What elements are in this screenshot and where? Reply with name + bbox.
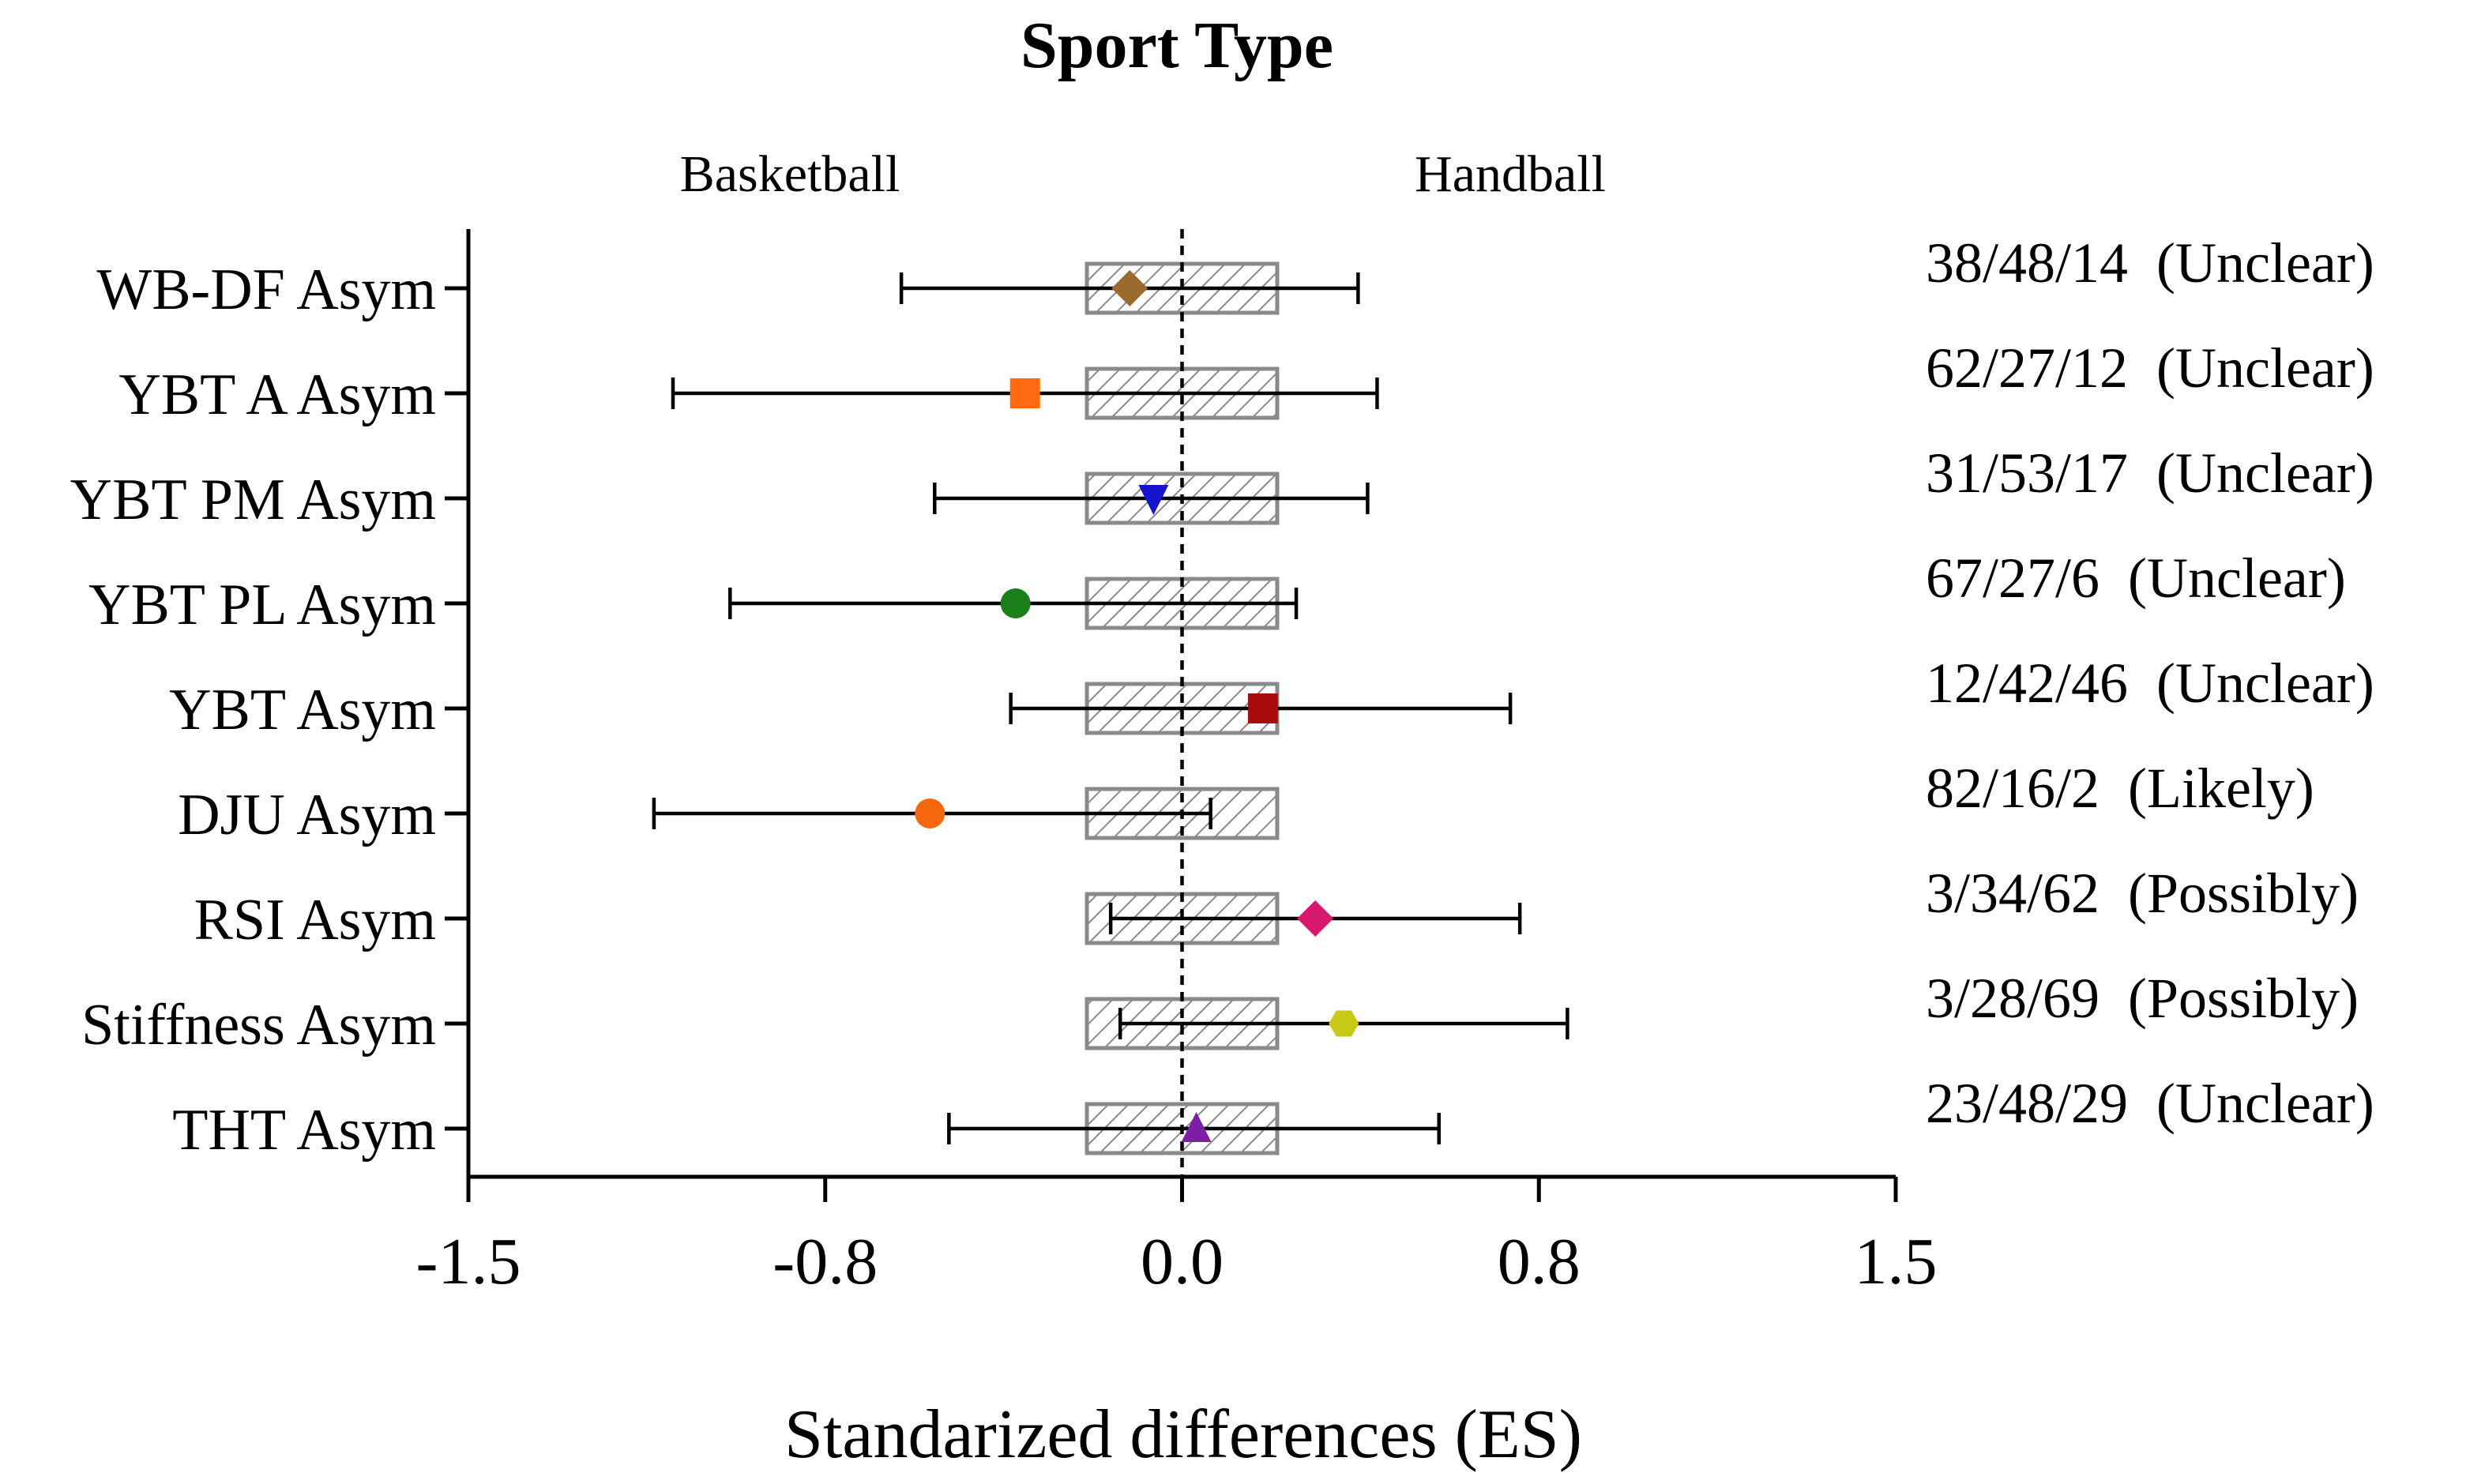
row-label: DJU Asym (178, 783, 436, 847)
probability-label: 31/53/17 (Unclear) (1926, 441, 2374, 505)
x-tick-label: -1.5 (416, 1225, 521, 1298)
probability-label-layer: 38/48/14 (Unclear) 62/27/12 (Unclear) 31/5… (1926, 231, 2374, 1135)
row-label: YBT Asym (169, 678, 436, 742)
probability-label: 12/42/46 (Unclear) (1926, 652, 2374, 715)
point-marker-triangle-up (1181, 1112, 1212, 1142)
axes-layer: -1.5 -0.8 0.0 0.8 1.5 (416, 229, 1938, 1298)
point-marker-hexagon (1329, 1010, 1359, 1037)
point-marker-diamond (1111, 270, 1148, 306)
probability-label: 62/27/12 (Unclear) (1926, 336, 2374, 400)
left-group-label: Basketball (680, 145, 900, 203)
point-marker-triangle-down (1138, 485, 1169, 515)
probability-label: 3/34/62 (Possibly) (1926, 862, 2359, 925)
x-axis-label: Standarized differences (ES) (784, 1396, 1582, 1473)
right-group-label: Handball (1415, 145, 1606, 203)
probability-label: 3/28/69 (Possibly) (1926, 967, 2359, 1030)
point-marker-circle (915, 798, 945, 828)
row-label: YBT A Asym (118, 363, 436, 427)
row-label: THT Asym (172, 1098, 436, 1163)
probability-label: 23/48/29 (Unclear) (1926, 1072, 2374, 1135)
point-marker-square (1247, 693, 1278, 723)
point-marker-diamond (1297, 900, 1334, 937)
chart-title: Sport Type (1021, 9, 1333, 82)
probability-label: 38/48/14 (Unclear) (1926, 231, 2374, 295)
row-label-layer: WB-DF Asym YBT A Asym YBT PM Asym YBT PL As… (70, 257, 436, 1163)
point-marker-circle (1000, 588, 1031, 618)
x-tick-label: 1.5 (1855, 1225, 1938, 1298)
row-label: YBT PL Asym (88, 573, 436, 637)
row-label: WB-DF Asym (96, 257, 436, 322)
x-tick-label: -0.8 (773, 1225, 878, 1298)
row-label: YBT PM Asym (70, 468, 436, 532)
marker-layer (915, 270, 1359, 1142)
probability-label: 67/27/6 (Unclear) (1926, 547, 2346, 610)
x-tick-label: 0.0 (1141, 1225, 1224, 1298)
row-label: Stiffness Asym (81, 993, 436, 1058)
x-tick-label: 0.8 (1498, 1225, 1581, 1298)
row-label: RSI Asym (194, 888, 436, 952)
point-marker-square (1009, 378, 1040, 408)
probability-label: 82/16/2 (Likely) (1926, 757, 2314, 820)
